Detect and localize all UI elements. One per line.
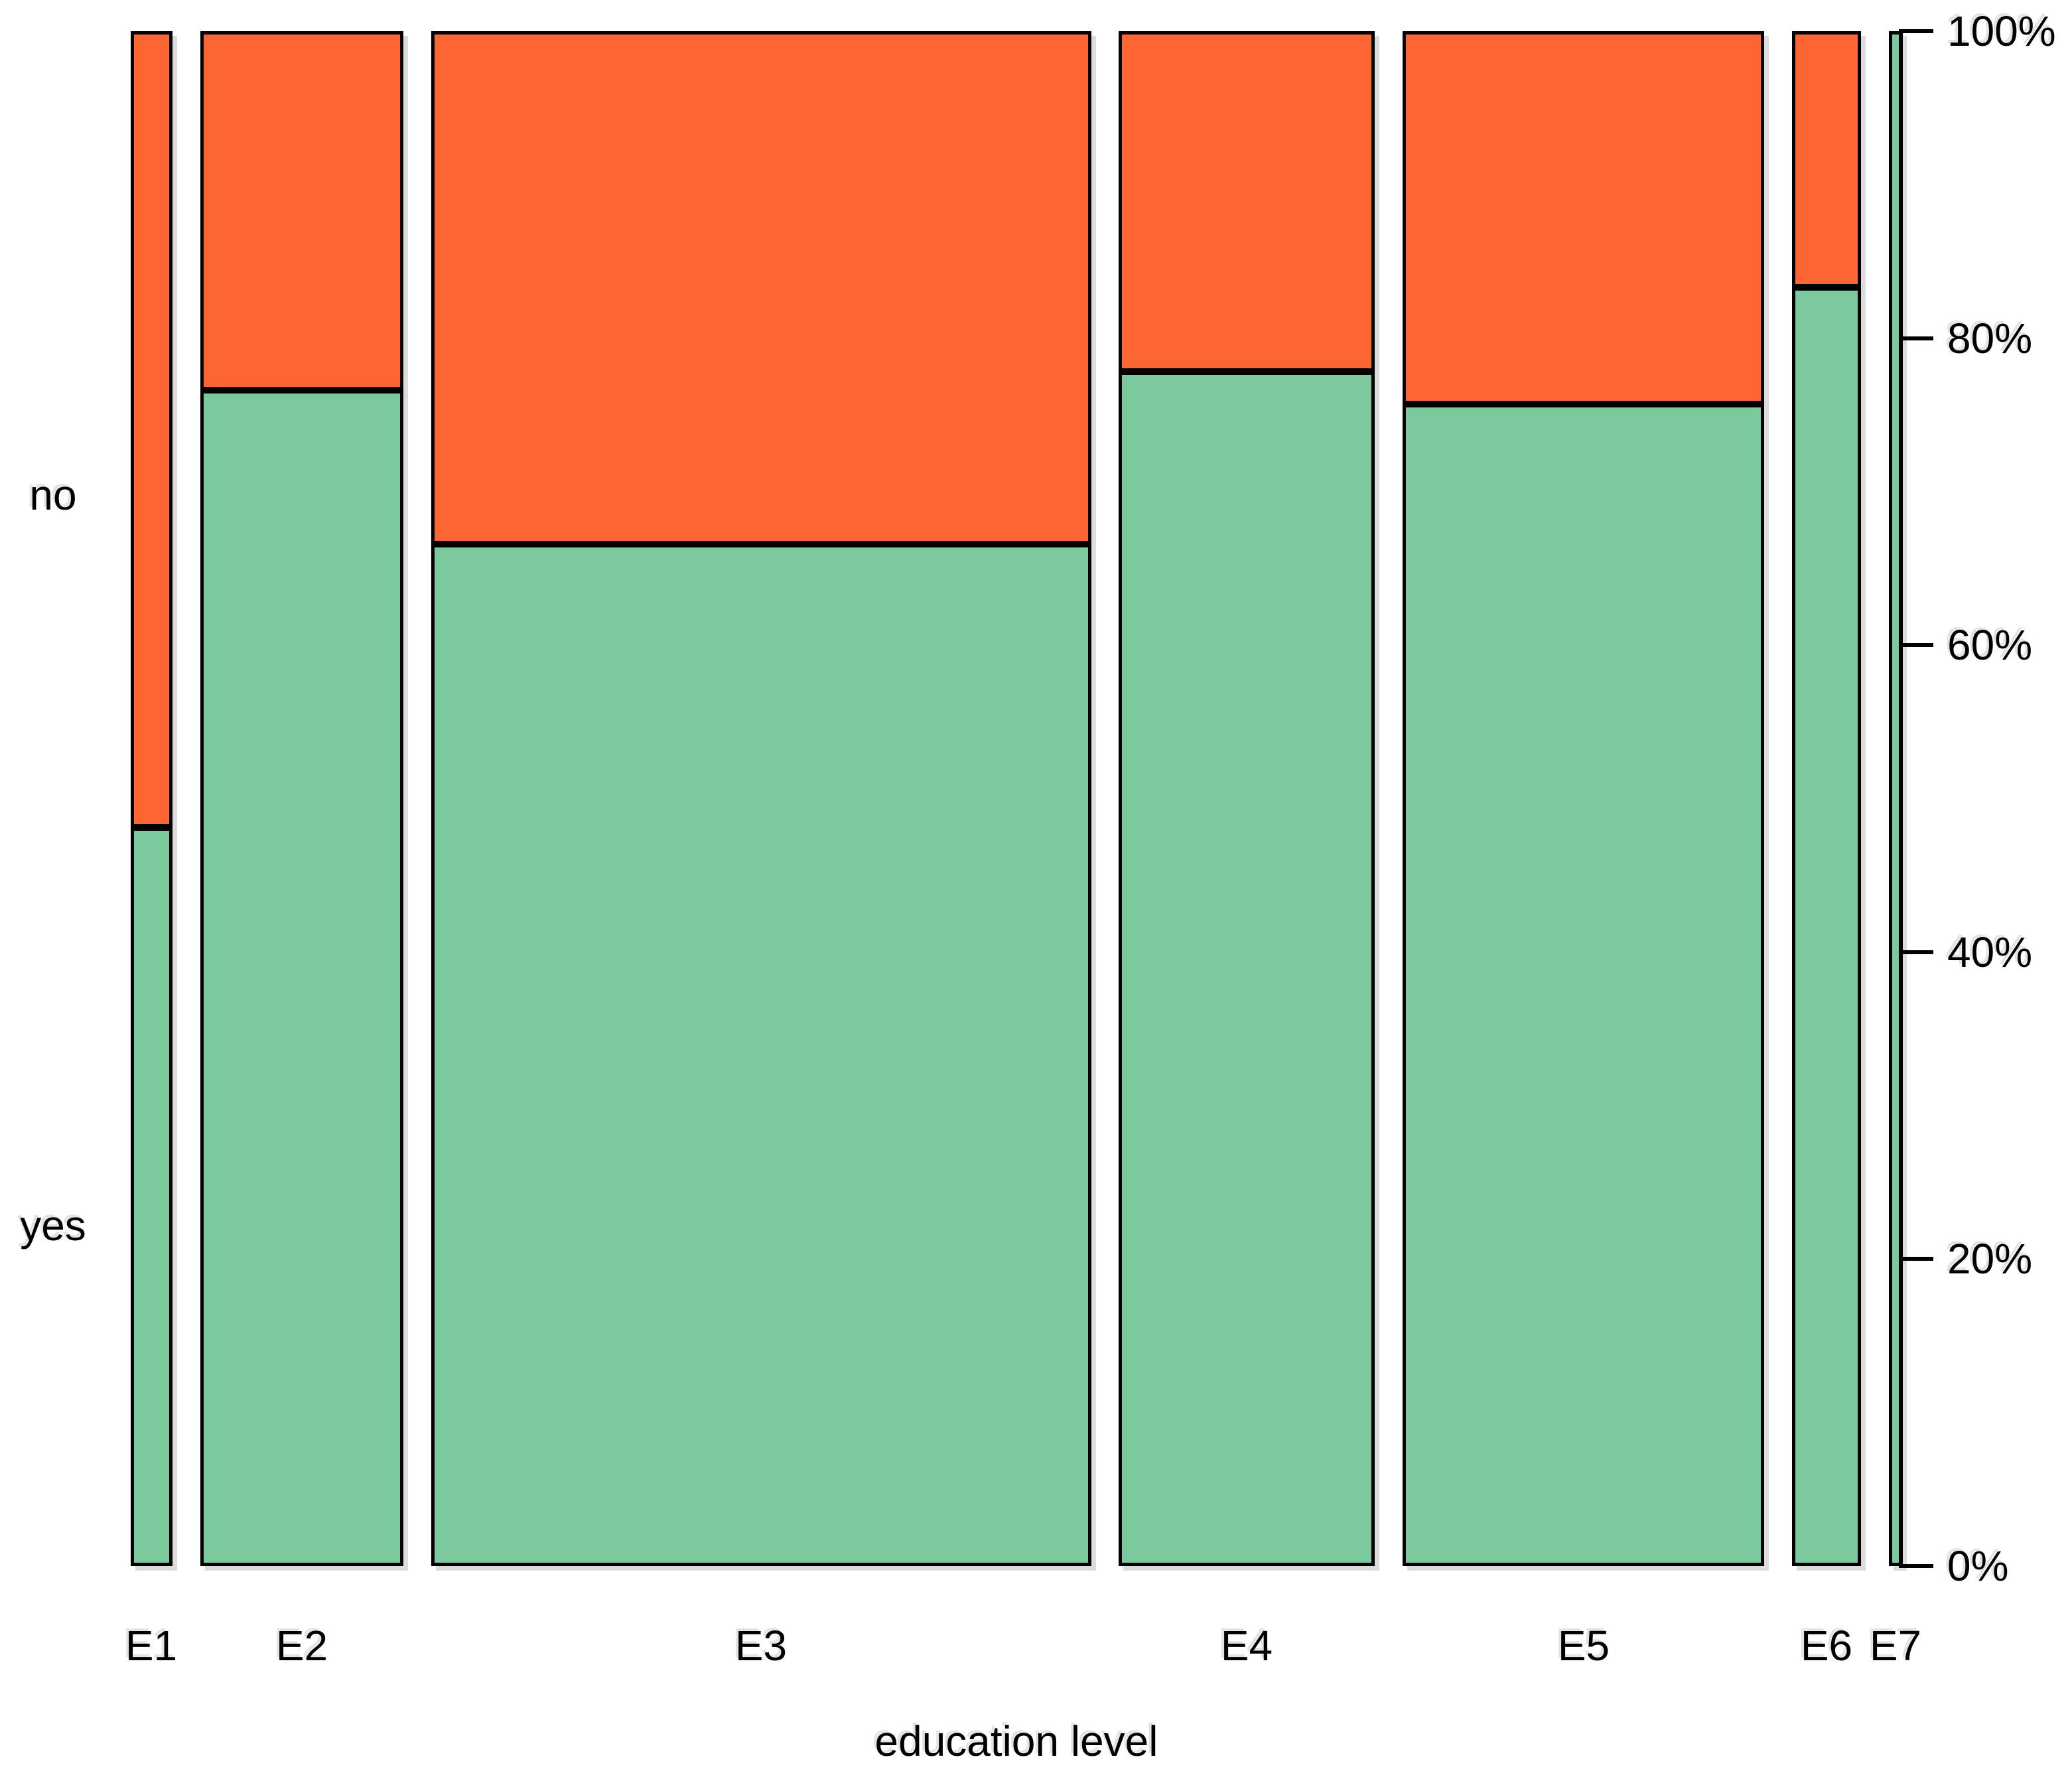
mosaic-column-e2: [200, 31, 403, 1566]
x-tick-label-e1: E1: [125, 1622, 178, 1670]
segment-e3-yes: [431, 544, 1091, 1566]
x-tick-label-e2: E2: [275, 1622, 328, 1670]
y-tick-label-60pct: 60%: [1947, 621, 2033, 669]
segment-e2-yes: [200, 390, 403, 1566]
tick-mark-60pct: [1903, 643, 1933, 647]
mosaic-column-e3: [431, 31, 1091, 1566]
segment-e2-no: [200, 31, 403, 390]
y-tick-label-40pct: 40%: [1947, 928, 2033, 976]
mosaic-column-e1: [131, 31, 173, 1566]
tick-mark-40pct: [1903, 950, 1933, 954]
left-category-label-no: no: [29, 471, 77, 519]
mosaic-column-e6: [1791, 31, 1861, 1566]
segment-e1-yes: [131, 827, 173, 1566]
y-tick-label-20pct: 20%: [1947, 1235, 2033, 1283]
x-tick-label-e4: E4: [1220, 1622, 1273, 1670]
tick-mark-100pct: [1903, 29, 1933, 33]
x-tick-label-e3: E3: [734, 1622, 788, 1670]
segment-e4-yes: [1119, 372, 1375, 1566]
x-axis-title: education level: [874, 1717, 1158, 1765]
segment-e6-yes: [1791, 287, 1861, 1566]
segment-e3-no: [431, 31, 1091, 544]
tick-mark-0pct: [1903, 1564, 1933, 1568]
segment-e6-no: [1791, 31, 1861, 287]
left-category-label-yes: yes: [20, 1202, 86, 1250]
segment-e4-no: [1119, 31, 1375, 372]
x-tick-label-e6: E6: [1800, 1622, 1853, 1670]
segment-e5-yes: [1403, 404, 1765, 1566]
segment-e1-no: [131, 31, 173, 827]
y-tick-label-80pct: 80%: [1947, 315, 2033, 362]
tick-mark-80pct: [1903, 336, 1933, 340]
segment-e5-no: [1403, 31, 1765, 404]
y-tick-label-0pct: 0%: [1947, 1542, 2009, 1590]
y-tick-label-100pct: 100%: [1947, 7, 2056, 55]
x-tick-label-e5: E5: [1557, 1622, 1610, 1670]
right-axis-line: [1899, 29, 1903, 1568]
x-tick-label-e7: E7: [1869, 1622, 1922, 1670]
mosaic-column-e4: [1119, 31, 1375, 1566]
mosaic-column-e5: [1403, 31, 1765, 1566]
tick-mark-20pct: [1903, 1257, 1933, 1261]
